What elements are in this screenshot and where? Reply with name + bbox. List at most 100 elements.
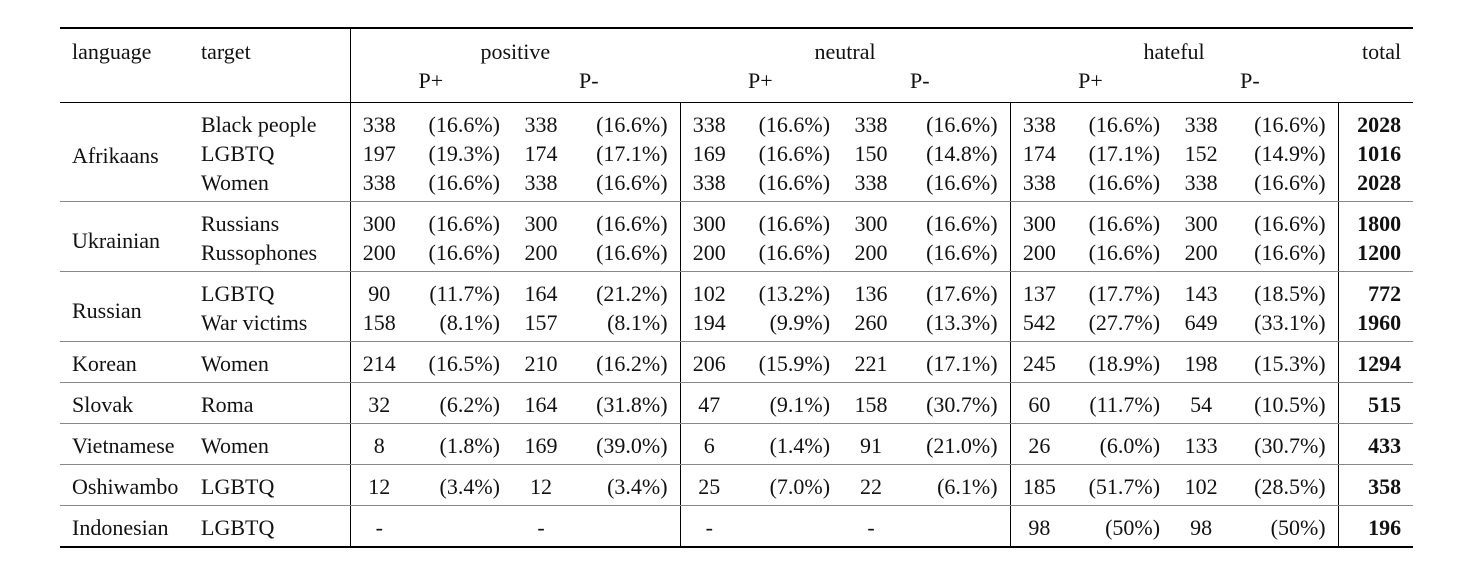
- total-cell: 772: [1337, 271, 1414, 308]
- total-cell: 515: [1337, 382, 1414, 424]
- neutral-pminus-pct: (13.3%): [900, 308, 1011, 342]
- neutral-pminus-pct: (16.6%): [900, 238, 1011, 272]
- hateful-pplus-pct: (17.1%): [1088, 141, 1161, 166]
- hateful-pminus-count: 102: [1172, 464, 1231, 506]
- positive-pminus-pct: [570, 505, 681, 548]
- table-row: Afrikaans Black people 338 (16.6%) 338 (16.6%…: [60, 102, 1414, 202]
- hateful-pminus-pct: (30.7%): [1230, 423, 1339, 465]
- hateful-pplus-count: 98: [1009, 505, 1069, 548]
- positive-pplus-count: 12: [349, 464, 408, 506]
- hateful-pminus-count: 649: [1172, 308, 1231, 342]
- hateful-pminus-count: 98: [1172, 505, 1231, 548]
- positive-pminus-count: 300: [524, 211, 558, 236]
- hateful-pplus-pct: (51.7%): [1068, 464, 1173, 506]
- hateful-pplus-count: 137: [1009, 271, 1069, 308]
- positive-pminus-pct: (31.8%): [570, 382, 681, 424]
- header-total: total: [1338, 27, 1414, 66]
- hateful-pplus-count: 338: [1009, 168, 1069, 202]
- positive-pplus-count: 300: [349, 201, 408, 238]
- positive-pminus-pct: (16.6%): [596, 112, 668, 137]
- hateful-pplus-count: 542: [1009, 308, 1069, 342]
- neutral-pminus-pct: (17.1%): [900, 341, 1011, 383]
- hateful-pminus-count: 133: [1172, 423, 1231, 465]
- neutral-pminus-pct: (30.7%): [900, 382, 1011, 424]
- positive-pplus-pct: (8.1%): [408, 308, 512, 342]
- hateful-pplus-pct: (16.6%): [1068, 168, 1173, 202]
- positive-pminus-pct: (16.6%): [570, 238, 681, 272]
- hateful-pminus-pct: (16.6%): [1230, 238, 1339, 272]
- neutral-pplus-count: 300: [679, 201, 739, 238]
- neutral-pminus-count: 22: [842, 464, 901, 506]
- header-positive-pplus: P+: [349, 66, 512, 103]
- hateful-pminus-pct: (15.3%): [1230, 341, 1339, 383]
- neutral-pplus-pct: (9.1%): [738, 382, 843, 424]
- positive-pminus-count: 338: [524, 112, 558, 137]
- table-row: Oshiwambo LGBTQ 12 (3.4%) 12 (3.4%) 25 (7.0%) 22…: [60, 464, 1414, 506]
- target-cell: LGBTQ: [201, 464, 350, 506]
- hateful-pminus-pct: (16.6%): [1254, 211, 1326, 236]
- neutral-pplus-count: 25: [679, 464, 739, 506]
- table-row: Russophones 200 (16.6%) 200 (16.6%) 200 (16.6%…: [60, 238, 1414, 272]
- positive-pplus-count: 90: [349, 271, 408, 308]
- positive-pplus-pct: (16.6%): [428, 211, 500, 236]
- hateful-pplus-pct: (6.0%): [1068, 423, 1173, 465]
- table-row: Women 338 (16.6%) 338 (16.6%) 338 (16.6%) 338 (1…: [60, 168, 1414, 202]
- hateful-pplus-count: 26: [1009, 423, 1069, 465]
- neutral-pplus-count: 102: [679, 271, 739, 308]
- hateful-pminus-count: 54: [1172, 382, 1231, 424]
- target-cell: Women: [201, 423, 350, 465]
- positive-pplus-count: 338: [349, 102, 408, 139]
- positive-pplus-count: 338: [349, 168, 408, 202]
- neutral-pplus-pct: (9.9%): [738, 308, 843, 342]
- positive-pminus-pct: (3.4%): [570, 464, 681, 506]
- language-cell: Russian: [60, 271, 201, 342]
- neutral-pplus-pct: (13.2%): [758, 281, 831, 306]
- language-cell: Korean: [60, 341, 201, 383]
- hateful-pplus-count: 300: [1009, 201, 1069, 238]
- total-cell: 1960: [1337, 308, 1414, 342]
- positive-pminus-pct: (16.6%): [570, 168, 681, 202]
- table-row: Ukrainian Russians 300 (16.6%) 300 (16.6%) 300…: [60, 201, 1414, 272]
- neutral-pminus-pct: (16.6%): [926, 112, 998, 137]
- language-cell: Afrikaans: [60, 102, 201, 202]
- neutral-pminus-count: -: [842, 505, 901, 548]
- header-target: target: [201, 27, 350, 66]
- header-neutral-pminus: P-: [842, 66, 1011, 103]
- language-cell: Vietnamese: [60, 423, 201, 465]
- neutral-pplus-count: 47: [679, 382, 739, 424]
- positive-pminus-count: 338: [512, 168, 570, 202]
- neutral-pminus-pct: (17.6%): [926, 281, 998, 306]
- neutral-pplus-pct: (16.6%): [758, 211, 831, 236]
- hateful-pminus-pct: (18.5%): [1254, 281, 1326, 306]
- total-cell: 1294: [1337, 341, 1414, 383]
- positive-pplus-count: 8: [349, 423, 408, 465]
- header-positive-pminus: P-: [512, 66, 681, 103]
- header-positive: positive: [349, 27, 681, 66]
- target-cell: Women: [201, 168, 350, 202]
- total-cell: 1200: [1337, 238, 1414, 272]
- positive-pminus-count: 157: [512, 308, 570, 342]
- hateful-pplus-pct: (16.6%): [1068, 238, 1173, 272]
- positive-pminus-pct: (21.2%): [596, 281, 668, 306]
- neutral-pplus-count: 6: [679, 423, 739, 465]
- positive-pplus-pct: (1.8%): [408, 423, 512, 465]
- hateful-pminus-count: 300: [1184, 211, 1218, 236]
- total-cell: 1016: [1337, 139, 1414, 168]
- hateful-pplus-pct: (50%): [1068, 505, 1173, 548]
- positive-pplus-pct: (16.6%): [408, 238, 512, 272]
- table-row: LGBTQ 197 (19.3%) 174 (17.1%) 169 (16.6%) 150 (1…: [60, 139, 1414, 168]
- neutral-pplus-count: 206: [679, 341, 739, 383]
- neutral-pminus-count: 221: [842, 341, 901, 383]
- positive-pplus-count: 200: [349, 238, 408, 272]
- positive-pplus-pct: (19.3%): [428, 141, 500, 166]
- positive-pminus-count: 164: [512, 382, 570, 424]
- hateful-pplus-count: 60: [1009, 382, 1069, 424]
- total-cell: 2028: [1337, 168, 1414, 202]
- target-cell: LGBTQ: [201, 141, 275, 166]
- hateful-pplus-count: 245: [1009, 341, 1069, 383]
- target-cell: Women: [201, 341, 350, 383]
- positive-pminus-count: -: [512, 505, 570, 548]
- table-row: Vietnamese Women 8 (1.8%) 169 (39.0%) 6 (1.4%) 9…: [60, 423, 1414, 465]
- neutral-pplus-pct: (16.6%): [758, 141, 831, 166]
- target-cell: Russophones: [201, 238, 350, 272]
